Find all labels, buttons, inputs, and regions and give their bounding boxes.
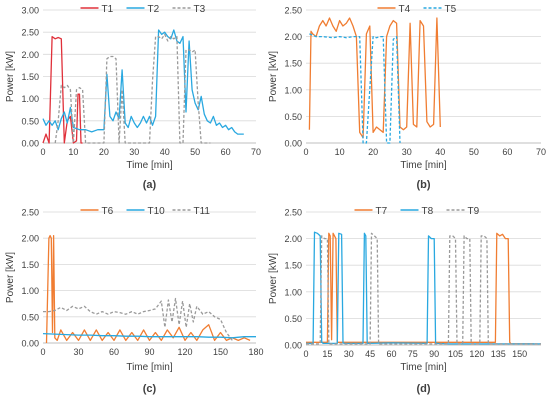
y-tick-label: 1.50 [284,261,302,271]
series-line-t3 [54,33,211,144]
x-tick-label: 10 [335,147,345,157]
chart-panel: 0.00 0.50 1.00 1.50 2.00 2.50 0 15 30 45 60 75 90 105… [268,206,541,395]
legend-label: T11 [194,206,211,217]
y-tick-label: 0.00 [21,339,39,349]
y-tick-label: 2.50 [21,28,39,38]
y-tick-label: 2.50 [284,6,302,16]
legend-label: T4 [399,4,411,15]
x-tick-label: 40 [160,147,170,157]
x-tick-label: 60 [386,349,396,359]
legend-label: T3 [194,4,206,15]
x-axis-title: Time [min] [126,362,173,373]
x-tick-label: 30 [344,349,354,359]
series-line-t7 [306,232,534,345]
series-line-t6 [45,234,251,344]
y-tick-label: 2.00 [284,32,302,42]
y-axis-title: Power [kW] [5,252,16,303]
x-tick-label: 50 [469,147,479,157]
y-axis-title: Power [kW] [268,253,279,304]
x-tick-label: 0 [40,147,45,157]
chart-panel: 0.00 0.50 1.00 1.50 2.00 2.50 0 30 60 90 120 150 180… [5,206,264,395]
y-tick-label: 1.00 [21,94,39,104]
x-tick-label: 0 [303,147,308,157]
panel-label: (a) [143,179,157,191]
x-tick-label: 180 [248,347,263,357]
x-tick-label: 0 [303,349,308,359]
x-tick-label: 20 [368,147,378,157]
y-tick-label: 2.00 [21,234,39,244]
x-tick-label: 90 [429,349,439,359]
x-tick-label: 10 [68,147,78,157]
y-tick-label: 0.50 [21,312,39,322]
y-tick-label: 1.00 [284,85,302,95]
y-axis-title: Power [kW] [5,51,16,102]
x-tick-label: 30 [73,347,83,357]
chart-panel: 0.00 0.50 1.00 1.50 2.00 2.50 0 10 20 30 40 50 60 70 T… [268,4,546,191]
x-axis-title: Time [min] [400,160,447,171]
series-line-t9 [306,232,541,345]
x-tick-label: 20 [99,147,109,157]
x-tick-label: 60 [502,147,512,157]
legend-label: T7 [376,206,388,217]
series-line-t8 [306,231,541,345]
x-tick-label: 70 [251,147,261,157]
x-tick-label: 120 [177,347,192,357]
x-tick-label: 105 [448,349,463,359]
x-tick-label: 30 [402,147,412,157]
x-tick-label: 60 [221,147,231,157]
x-tick-label: 60 [109,347,119,357]
legend-label: T10 [148,206,166,217]
x-axis-title: Time [min] [400,362,447,373]
x-tick-label: 150 [213,347,228,357]
x-tick-label: 90 [144,347,154,357]
y-tick-label: 0.00 [284,341,302,351]
x-tick-label: 45 [365,349,375,359]
panel-label: (c) [143,383,157,395]
x-tick-label: 120 [469,349,484,359]
y-tick-label: 1.00 [284,287,302,297]
series-line-t2 [42,29,244,135]
series-line-t10 [42,332,256,339]
series-line-t1 [42,35,83,144]
y-tick-label: 3.00 [21,6,39,16]
x-tick-label: 75 [408,349,418,359]
legend-label: T2 [148,4,160,15]
series-line-t4 [308,17,441,139]
legend-label: T9 [468,206,480,217]
x-axis-title: Time [min] [126,160,173,171]
series-line-t5 [309,33,401,144]
x-tick-label: 150 [512,349,527,359]
y-tick-label: 1.50 [21,260,39,270]
y-tick-label: 2.00 [284,234,302,244]
x-tick-label: 70 [536,147,546,157]
x-tick-label: 30 [129,147,139,157]
panel-label: (b) [416,179,430,191]
y-tick-label: 1.50 [21,72,39,82]
y-tick-label: 0.00 [21,139,39,149]
y-tick-label: 0.50 [284,112,302,122]
y-tick-label: 2.00 [21,50,39,60]
y-tick-label: 0.00 [284,139,302,149]
y-tick-label: 0.50 [21,116,39,126]
y-tick-label: 1.50 [284,59,302,69]
x-tick-label: 0 [40,347,45,357]
x-tick-label: 40 [435,147,445,157]
chart-panel: 0.00 0.50 1.00 1.50 2.00 2.50 3.00 0 10 20 30 40 50 6… [5,4,261,191]
x-tick-label: 15 [322,349,332,359]
x-tick-label: 50 [190,147,200,157]
y-tick-label: 0.50 [284,314,302,324]
legend-label: T6 [102,206,114,217]
legend-label: T1 [102,4,114,15]
legend-label: T5 [445,4,457,15]
legend-label: T8 [422,206,434,217]
y-tick-label: 2.50 [284,208,302,218]
y-axis-title: Power [kW] [268,51,279,102]
y-tick-label: 1.00 [21,286,39,296]
series-line-t11 [43,297,233,341]
panel-label: (d) [416,383,430,395]
x-tick-label: 135 [491,349,506,359]
y-tick-label: 2.50 [21,208,39,218]
